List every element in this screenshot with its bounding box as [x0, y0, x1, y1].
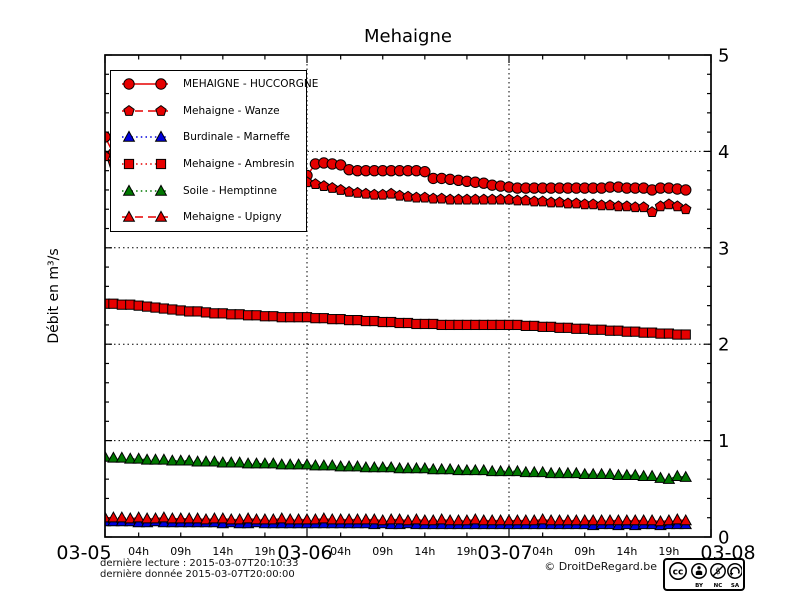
legend-marker-wanze	[122, 104, 168, 116]
legend-marker-ambresin	[122, 158, 168, 170]
x-tick-hour: 14h	[212, 545, 233, 558]
legend-label: Mehaigne - Ambresin	[183, 158, 295, 171]
x-tick-day: 03-06	[277, 542, 332, 564]
gridlines	[105, 55, 711, 537]
x-tick-hour: 09h	[170, 545, 191, 558]
legend-item-hemptinne: Soile - Hemptinne	[111, 177, 306, 204]
cc-by-icon: BY	[691, 563, 707, 588]
svg-text:SA: SA	[731, 583, 740, 588]
legend-marker-hemptinne	[122, 184, 168, 196]
y-tick: 0	[718, 528, 729, 549]
legend-item-upigny: Mehaigne - Upigny	[111, 204, 306, 231]
cc-nc-icon: $ NC	[710, 563, 726, 588]
plot-border	[104, 54, 712, 538]
cc-license-badge: cc BY $ NC SA	[663, 558, 745, 591]
svg-text:NC: NC	[714, 583, 723, 588]
x-tick-day: 03-07	[477, 542, 532, 564]
legend-label: Mehaigne - Wanze	[183, 104, 280, 117]
series-soile-hemptinne	[105, 450, 692, 484]
series-mehaigne-ambresin	[105, 298, 691, 340]
cc-license-icons: cc BY $ NC SA	[669, 562, 742, 588]
copyright-text: © DroitDeRegard.be	[544, 560, 657, 573]
legend-marker-marneffe	[122, 130, 168, 143]
legend-item-marneffe: Burdinale - Marneffe	[111, 124, 306, 151]
cc-sa-icon: SA	[727, 563, 742, 588]
x-tick-hour: 04h	[128, 545, 149, 558]
legend: MEHAIGNE - HUCCORGNE Mehaigne - Wanze Bu…	[110, 70, 318, 232]
x-tick-hour: 04h	[330, 545, 351, 558]
svg-text:$: $	[715, 567, 721, 577]
y-tick: 3	[718, 238, 729, 259]
x-tick-hour: 19h	[456, 545, 477, 558]
x-tick-hour: 19h	[254, 545, 275, 558]
cc-icon: cc	[673, 567, 684, 577]
page-title: Mehaigne	[364, 26, 452, 47]
last-reading-text: dernière lecture : 2015-03-07T20:10:33	[100, 558, 299, 569]
svg-text:BY: BY	[695, 583, 704, 588]
y-tick: 4	[718, 142, 729, 163]
y-axis-label: Débit en m³/s	[46, 248, 62, 344]
x-tick-hour: 14h	[414, 545, 435, 558]
legend-label: MEHAIGNE - HUCCORGNE	[183, 78, 319, 91]
x-tick-hour: 04h	[532, 545, 553, 558]
x-tick-hour: 09h	[372, 545, 393, 558]
legend-marker-upigny	[122, 210, 168, 222]
legend-item-wanze: Mehaigne - Wanze	[111, 98, 306, 125]
series-mehaigne-upigny	[105, 511, 692, 527]
legend-label: Soile - Hemptinne	[183, 184, 277, 197]
x-tick-day: 03-05	[56, 542, 111, 564]
legend-item-huccorgne: MEHAIGNE - HUCCORGNE	[111, 71, 318, 98]
x-tick-hour: 09h	[574, 545, 595, 558]
last-data-text: dernière donnée 2015-03-07T20:00:00	[100, 569, 295, 580]
legend-item-ambresin: Mehaigne - Ambresin	[111, 151, 306, 178]
legend-label: Burdinale - Marneffe	[183, 131, 290, 144]
y-tick: 5	[718, 46, 729, 67]
x-tick-hour: 19h	[658, 545, 679, 558]
y-tick: 2	[718, 335, 729, 356]
legend-marker-huccorgne	[122, 78, 168, 90]
legend-label: Mehaigne - Upigny	[183, 211, 282, 224]
x-tick-hour: 14h	[616, 545, 637, 558]
y-tick: 1	[718, 431, 729, 452]
